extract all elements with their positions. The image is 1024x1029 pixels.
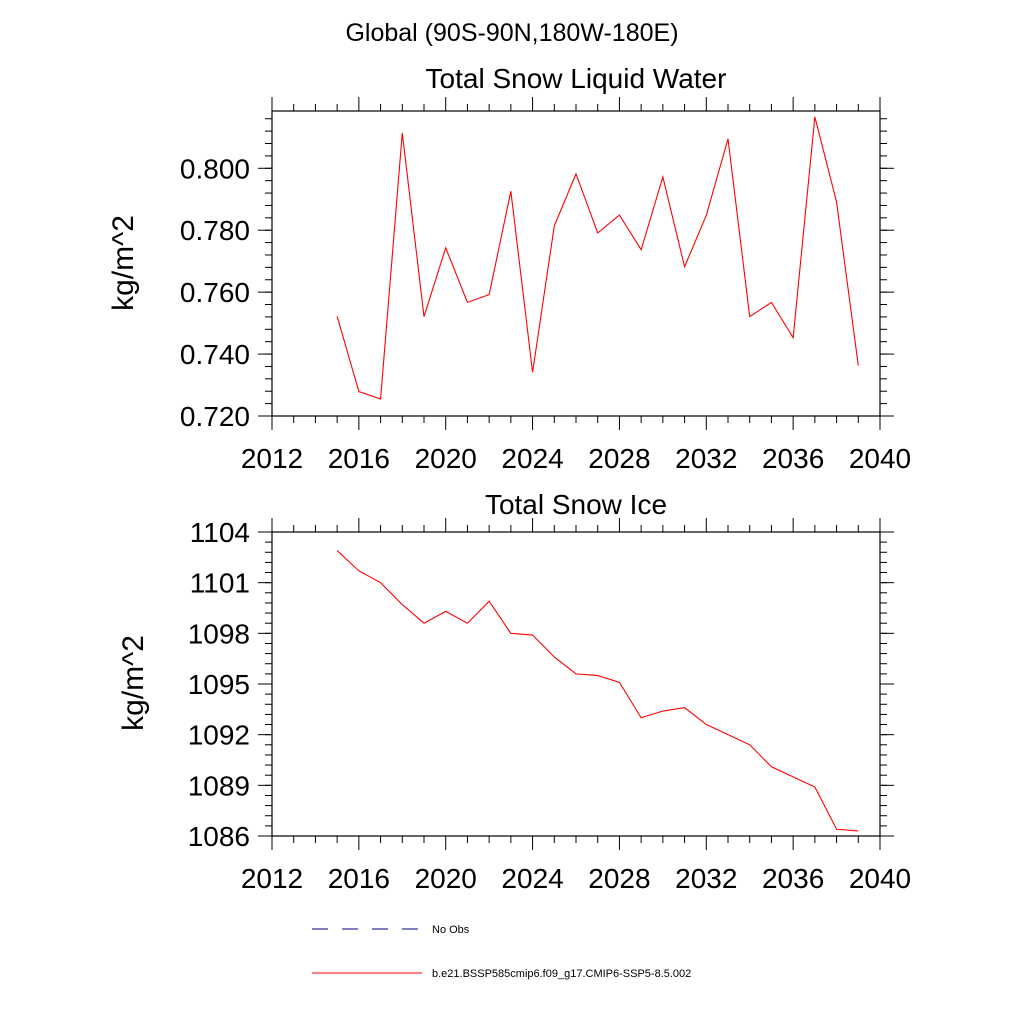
x-tick-label: 2032 <box>675 863 737 894</box>
x-tick-label: 2012 <box>241 863 303 894</box>
y-tick-label: 1089 <box>188 770 250 801</box>
series-line-1 <box>336 550 859 832</box>
y-axis-label: kg/m^2 <box>117 635 150 731</box>
x-tick-label: 2032 <box>675 443 737 474</box>
y-tick-label: 1086 <box>188 821 250 852</box>
x-tick-label: 2040 <box>849 443 911 474</box>
figure-title: Global (90S-90N,180W-180E) <box>345 19 679 47</box>
plot-frame <box>271 531 881 837</box>
y-tick-label: 0.800 <box>180 153 250 184</box>
chart-title: Total Snow Liquid Water <box>426 63 727 94</box>
x-tick-label: 2036 <box>762 863 824 894</box>
x-tick-label: 2020 <box>415 863 477 894</box>
y-axis-label: kg/m^2 <box>107 215 140 311</box>
y-tick-label: 0.720 <box>180 401 250 432</box>
x-tick-label: 2024 <box>501 443 563 474</box>
x-tick-label: 2036 <box>762 443 824 474</box>
legend-label: b.e21.BSSP585cmip6.f09_g17.CMIP6-SSP5-8.… <box>432 968 691 980</box>
y-tick-label: 1104 <box>190 517 250 548</box>
legend: No Obs b.e21.BSSP585cmip6.f09_g17.CMIP6-S… <box>312 924 691 980</box>
x-tick-label: 2016 <box>328 443 390 474</box>
chart-panel-1: Total Snow Liquid Water kg/m^2 2012 2016 202… <box>107 63 911 474</box>
x-tick-label: 2024 <box>501 863 563 894</box>
y-tick-label: 0.780 <box>180 215 250 246</box>
y-tick-label: 0.760 <box>180 277 250 308</box>
x-tick-label: 2020 <box>415 443 477 474</box>
chart-title: Total Snow Ice <box>485 489 667 520</box>
y-tick-label: 1095 <box>188 669 250 700</box>
series-line-1 <box>336 116 859 400</box>
y-tick-label: 1098 <box>188 618 250 649</box>
legend-label: No Obs <box>432 924 470 936</box>
x-tick-label: 2028 <box>588 443 650 474</box>
x-tick-label: 2016 <box>328 863 390 894</box>
y-tick-label: 1101 <box>190 568 250 599</box>
plot-frame <box>271 110 881 417</box>
x-tick-label: 2040 <box>849 863 911 894</box>
y-tick-label: 1092 <box>188 720 250 751</box>
y-tick-label: 0.740 <box>180 339 250 370</box>
chart-panel-2: Total Snow Ice kg/m^2 2012 2016 2020 2024 2028… <box>117 489 911 894</box>
x-tick-label: 2028 <box>588 863 650 894</box>
x-tick-label: 2012 <box>241 443 303 474</box>
